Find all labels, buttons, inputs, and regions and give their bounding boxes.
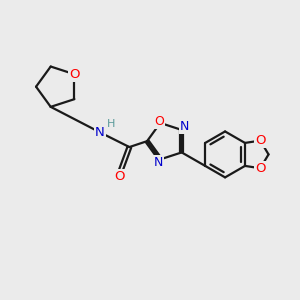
Text: N: N <box>154 156 164 169</box>
Text: O: O <box>69 68 80 81</box>
Text: O: O <box>154 115 164 128</box>
Text: O: O <box>114 170 124 183</box>
Text: N: N <box>95 126 105 139</box>
Text: O: O <box>255 162 266 175</box>
Text: H: H <box>107 119 115 129</box>
Text: O: O <box>255 134 266 147</box>
Text: N: N <box>180 121 189 134</box>
